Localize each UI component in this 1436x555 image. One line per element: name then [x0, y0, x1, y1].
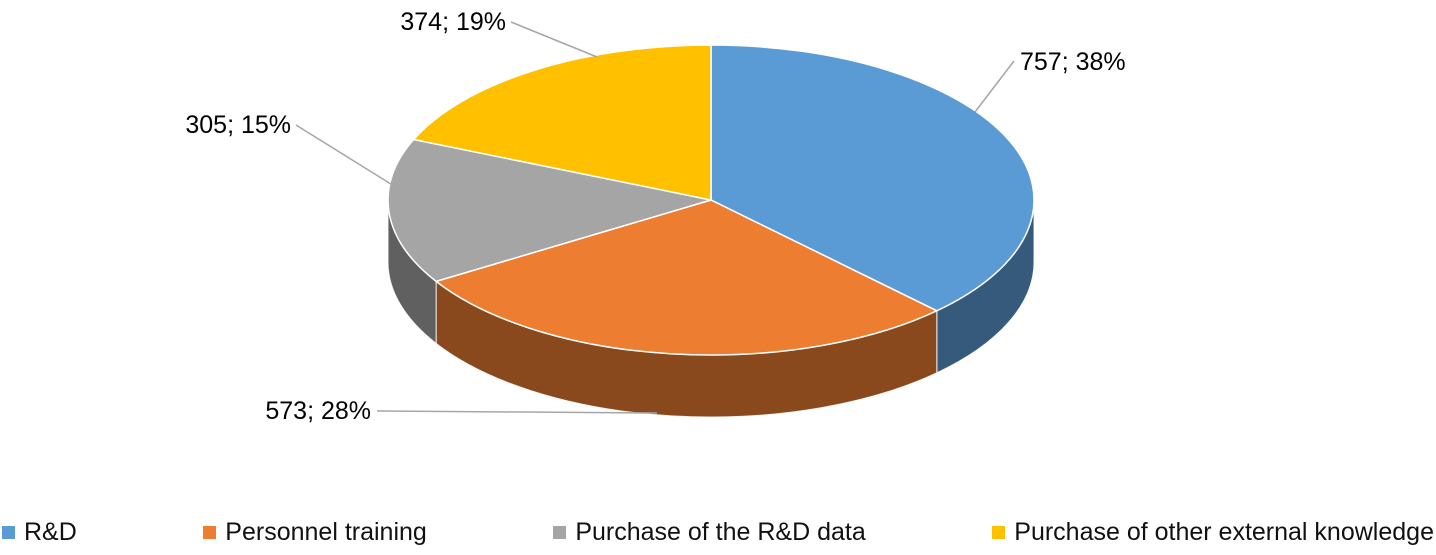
- legend-label: Purchase of other external knowledge: [1014, 518, 1434, 546]
- pie-chart-canvas: 757; 38% 573; 28% 305; 15% 374; 19%: [185, 8, 1126, 425]
- legend: R&D Personnel training Purchase of the R&D…: [0, 518, 1436, 547]
- legend-item: Purchase of other external knowledge: [992, 518, 1434, 547]
- legend-swatch: [553, 526, 567, 539]
- legend-swatch: [203, 526, 217, 539]
- legend-label: R&D: [24, 518, 77, 546]
- data-label: 374; 19%: [400, 8, 506, 36]
- legend-label: Personnel training: [225, 518, 427, 546]
- data-label: 573; 28%: [265, 397, 371, 425]
- pie-slice: [412, 44, 712, 201]
- leader-line: [376, 410, 658, 414]
- pie-slice: [710, 44, 1035, 312]
- leader-line: [974, 60, 1015, 113]
- pie-slice: [435, 199, 938, 356]
- legend-item: Personnel training: [203, 518, 427, 547]
- legend-item: Purchase of the R&D data: [553, 518, 866, 547]
- leader-line: [510, 21, 598, 58]
- pie-slice: [387, 138, 712, 283]
- data-label: 305; 15%: [185, 111, 291, 139]
- legend-swatch: [2, 526, 15, 539]
- leader-line: [295, 124, 395, 187]
- legend-label: Purchase of the R&D data: [575, 518, 866, 546]
- data-label: 757; 38%: [1020, 48, 1126, 76]
- legend-item: R&D: [2, 518, 77, 547]
- legend-swatch: [992, 526, 1006, 539]
